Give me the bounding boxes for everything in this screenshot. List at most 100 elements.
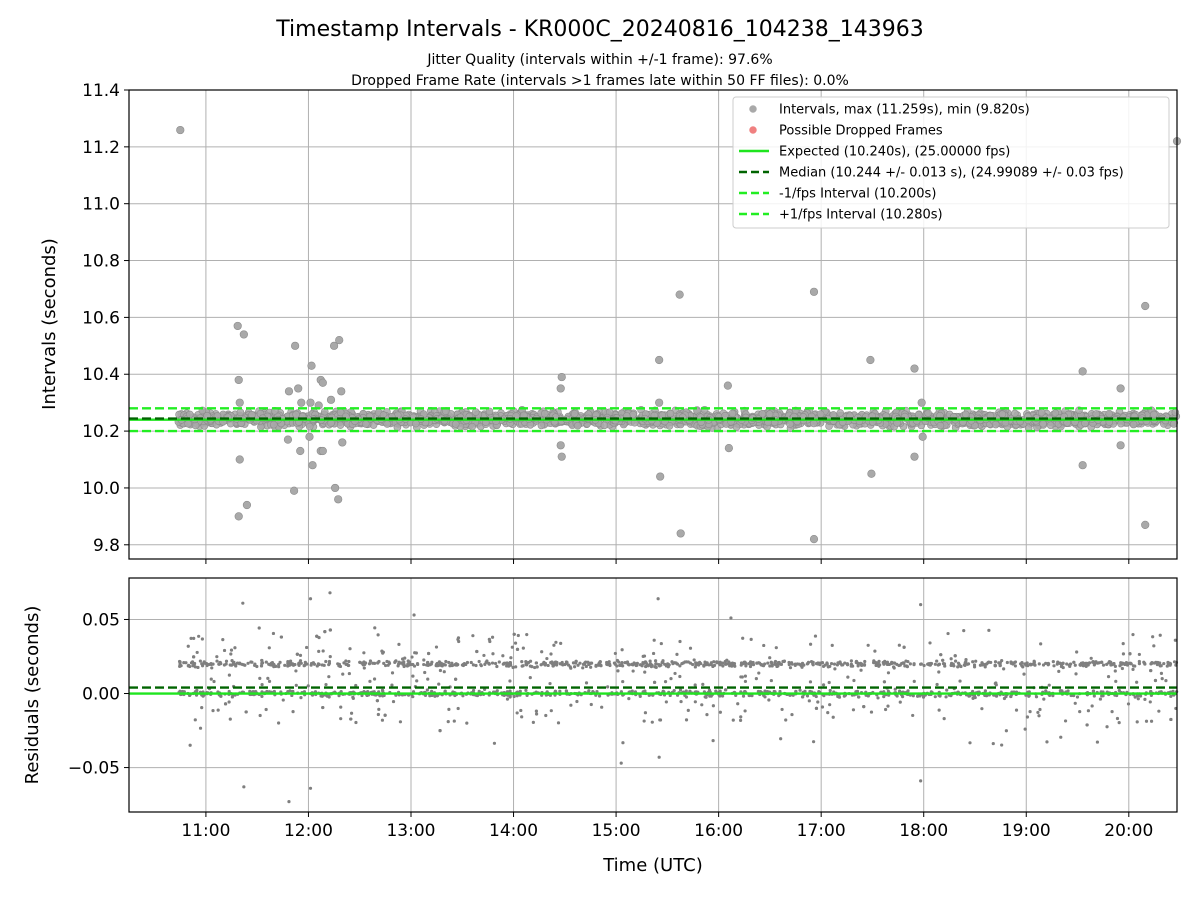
residual-point (769, 678, 773, 683)
residual-point (836, 694, 840, 699)
residual-point (983, 663, 987, 667)
interval-point (393, 423, 402, 432)
interval-outlier-point (239, 330, 248, 339)
residual-point (544, 713, 548, 718)
residual-point (790, 712, 794, 717)
residual-point (233, 646, 237, 650)
residual-point (1055, 662, 1059, 666)
residual-point (198, 659, 202, 663)
residual-point (515, 694, 519, 698)
residual-point (933, 695, 937, 699)
residual-point (277, 665, 281, 669)
residual-point (1028, 662, 1032, 666)
residual-outlier-point (308, 786, 313, 790)
residual-point (344, 659, 348, 663)
residual-point (958, 679, 962, 683)
residual-point (814, 706, 819, 710)
residual-point (266, 676, 270, 680)
intervals-hlines (129, 407, 1177, 433)
residual-point (927, 662, 931, 666)
residual-point (784, 718, 788, 722)
residual-point (354, 683, 358, 688)
residual-point (806, 660, 811, 664)
residual-point (686, 708, 690, 712)
residual-point (779, 662, 783, 666)
residual-point (1159, 664, 1163, 668)
residual-point (197, 634, 201, 638)
residual-point (1113, 669, 1117, 673)
residual-point (452, 719, 456, 723)
residual-point (1002, 667, 1006, 671)
residual-point (286, 660, 290, 664)
residual-point (180, 689, 185, 694)
residual-point (1065, 662, 1069, 666)
intervals-y-tick-label: 10.6 (82, 308, 120, 328)
residual-point (415, 661, 420, 666)
residual-point (559, 641, 563, 645)
residual-point (229, 652, 233, 656)
residual-point (535, 665, 539, 669)
residual-point (872, 661, 876, 665)
residual-point (391, 699, 396, 704)
residual-point (616, 669, 620, 673)
residual-point (508, 679, 512, 683)
residual-point (526, 660, 531, 665)
residual-point (800, 661, 805, 665)
residual-point (866, 694, 870, 698)
residual-point (684, 718, 689, 722)
residual-point (678, 664, 682, 668)
residual-point (1086, 709, 1091, 713)
intervals-y-tick-label: 10.4 (82, 365, 120, 385)
residual-point (229, 663, 234, 667)
residual-point (505, 697, 510, 701)
residual-point (1078, 710, 1082, 714)
interval-outlier-point (557, 372, 566, 382)
residual-point (800, 665, 804, 669)
residual-point (390, 683, 394, 687)
interval-outlier-point (809, 287, 819, 296)
interval-point (629, 410, 637, 419)
interval-outlier-point (1078, 367, 1087, 376)
residual-point (202, 660, 206, 664)
residual-point (575, 699, 579, 704)
interval-point (362, 420, 370, 428)
residual-point (178, 689, 182, 693)
residual-point (866, 643, 870, 647)
residual-point (1027, 694, 1031, 698)
interval-point (666, 409, 675, 418)
residual-point (516, 633, 520, 638)
residual-point (712, 660, 716, 664)
residual-point (277, 721, 281, 725)
residual-point (664, 664, 669, 668)
residual-point (1075, 650, 1079, 654)
residual-point (1173, 638, 1177, 642)
residual-point (248, 689, 252, 693)
residual-point (375, 699, 379, 703)
residual-point (415, 679, 419, 683)
residual-point (540, 650, 544, 654)
residual-point (621, 679, 625, 684)
residual-point (512, 694, 516, 699)
residual-point (1135, 720, 1139, 724)
residual-point (898, 689, 902, 693)
residual-point (747, 693, 751, 698)
interval-point (471, 408, 480, 416)
residual-point (222, 663, 227, 667)
residual-point (438, 729, 442, 733)
residual-point (268, 663, 272, 667)
interval-outlier-point (918, 432, 927, 441)
residual-point (380, 649, 384, 653)
residual-point (738, 718, 743, 722)
residual-point (813, 634, 818, 638)
residual-point (605, 662, 610, 667)
residual-point (615, 658, 620, 663)
residual-point (928, 641, 932, 645)
residual-point (691, 662, 695, 667)
residual-point (589, 702, 593, 707)
residual-point (949, 657, 953, 661)
residual-outlier-point (308, 597, 313, 601)
residual-point (1002, 696, 1007, 701)
residual-point (1120, 666, 1124, 671)
residual-point (730, 661, 735, 665)
residual-point (1073, 701, 1077, 705)
